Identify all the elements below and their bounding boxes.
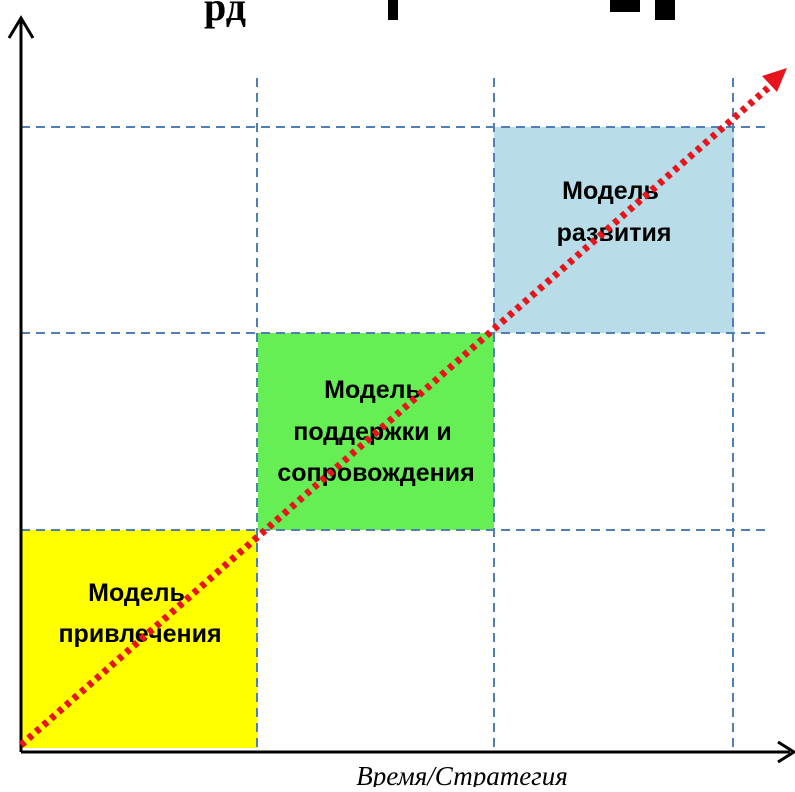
- block-label-development: Модель развития: [557, 177, 672, 247]
- y-axis-arrowhead: [7, 15, 35, 39]
- title-fragment: рд: [204, 0, 246, 29]
- block-label-line: Модель: [324, 376, 421, 404]
- x-axis-arrowhead: [777, 740, 795, 764]
- block-label-line: сопровождения: [277, 459, 474, 487]
- trend-arrowhead: [762, 68, 787, 92]
- block-label-line: Модель: [562, 177, 659, 205]
- block-label-line: привлечения: [58, 620, 221, 648]
- x-axis-label: Время/Стратегия: [356, 761, 568, 787]
- block-label-attraction: Модель привлечения: [58, 579, 221, 648]
- axes: [7, 15, 795, 764]
- grid-lines: [21, 78, 770, 750]
- title-cropped-glyph: [655, 0, 675, 20]
- title-cropped-glyph: [388, 0, 398, 20]
- block-label-support: Модель поддержки и сопровождения: [277, 376, 474, 487]
- block-development: [494, 127, 734, 333]
- title-cropped-glyph: [610, 0, 640, 12]
- block-label-line: развития: [557, 219, 672, 247]
- block-label-line: Модель: [88, 579, 185, 607]
